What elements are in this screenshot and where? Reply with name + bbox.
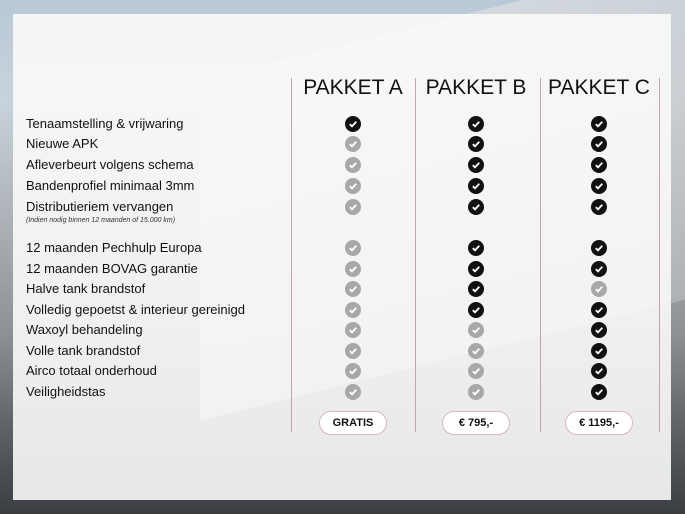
check-excluded-icon bbox=[345, 136, 361, 152]
footnote: (Indien nodig binnen 12 maanden of 15.00… bbox=[26, 217, 176, 224]
price-button[interactable]: € 795,- bbox=[442, 411, 510, 435]
feature-label: Nieuwe APK bbox=[26, 136, 99, 151]
check-excluded-icon bbox=[468, 322, 484, 338]
feature-label: Airco totaal onderhoud bbox=[26, 363, 157, 378]
feature-label: Waxoyl behandeling bbox=[26, 322, 143, 337]
check-excluded-icon bbox=[468, 384, 484, 400]
check-included-icon bbox=[591, 322, 607, 338]
price-button[interactable]: € 1195,- bbox=[565, 411, 633, 435]
check-included-icon bbox=[591, 199, 607, 215]
check-included-icon bbox=[591, 116, 607, 132]
feature-label: Distributieriem vervangen bbox=[26, 199, 174, 214]
check-included-icon bbox=[591, 136, 607, 152]
feature-label: Volle tank brandstof bbox=[26, 343, 141, 358]
feature-label: Volledig gepoetst & interieur gereinigd bbox=[26, 302, 245, 317]
check-excluded-icon bbox=[345, 384, 361, 400]
column-divider bbox=[659, 78, 660, 432]
check-included-icon bbox=[591, 157, 607, 173]
check-excluded-icon bbox=[591, 281, 607, 297]
check-included-icon bbox=[591, 384, 607, 400]
check-excluded-icon bbox=[345, 302, 361, 318]
check-included-icon bbox=[591, 363, 607, 379]
check-excluded-icon bbox=[468, 363, 484, 379]
feature-label: Halve tank brandstof bbox=[26, 281, 146, 296]
check-included-icon bbox=[468, 240, 484, 256]
check-included-icon bbox=[345, 116, 361, 132]
package-header: PAKKET B bbox=[425, 76, 527, 99]
check-excluded-icon bbox=[345, 363, 361, 379]
check-excluded-icon bbox=[345, 281, 361, 297]
feature-label: Tenaamstelling & vrijwaring bbox=[26, 116, 184, 131]
check-included-icon bbox=[468, 116, 484, 132]
check-included-icon bbox=[468, 136, 484, 152]
column-divider bbox=[291, 78, 292, 432]
check-excluded-icon bbox=[468, 343, 484, 359]
check-included-icon bbox=[468, 178, 484, 194]
price-button[interactable]: GRATIS bbox=[319, 411, 387, 435]
check-included-icon bbox=[468, 261, 484, 277]
check-excluded-icon bbox=[345, 157, 361, 173]
feature-label: Bandenprofiel minimaal 3mm bbox=[26, 178, 195, 193]
check-included-icon bbox=[591, 343, 607, 359]
check-included-icon bbox=[591, 240, 607, 256]
package-header: PAKKET A bbox=[303, 76, 403, 99]
check-excluded-icon bbox=[345, 322, 361, 338]
feature-label: Afleverbeurt volgens schema bbox=[26, 157, 194, 172]
check-included-icon bbox=[591, 261, 607, 277]
column-divider bbox=[415, 78, 416, 432]
feature-label: 12 maanden Pechhulp Europa bbox=[26, 240, 202, 255]
column-divider bbox=[540, 78, 541, 432]
check-excluded-icon bbox=[345, 343, 361, 359]
check-included-icon bbox=[468, 302, 484, 318]
package-header: PAKKET C bbox=[548, 76, 650, 99]
check-excluded-icon bbox=[345, 199, 361, 215]
feature-label: Veiligheidstas bbox=[26, 384, 106, 399]
check-included-icon bbox=[468, 157, 484, 173]
check-included-icon bbox=[591, 178, 607, 194]
feature-label: 12 maanden BOVAG garantie bbox=[26, 261, 198, 276]
check-included-icon bbox=[468, 281, 484, 297]
check-included-icon bbox=[591, 302, 607, 318]
check-excluded-icon bbox=[345, 261, 361, 277]
check-included-icon bbox=[468, 199, 484, 215]
check-excluded-icon bbox=[345, 178, 361, 194]
check-excluded-icon bbox=[345, 240, 361, 256]
